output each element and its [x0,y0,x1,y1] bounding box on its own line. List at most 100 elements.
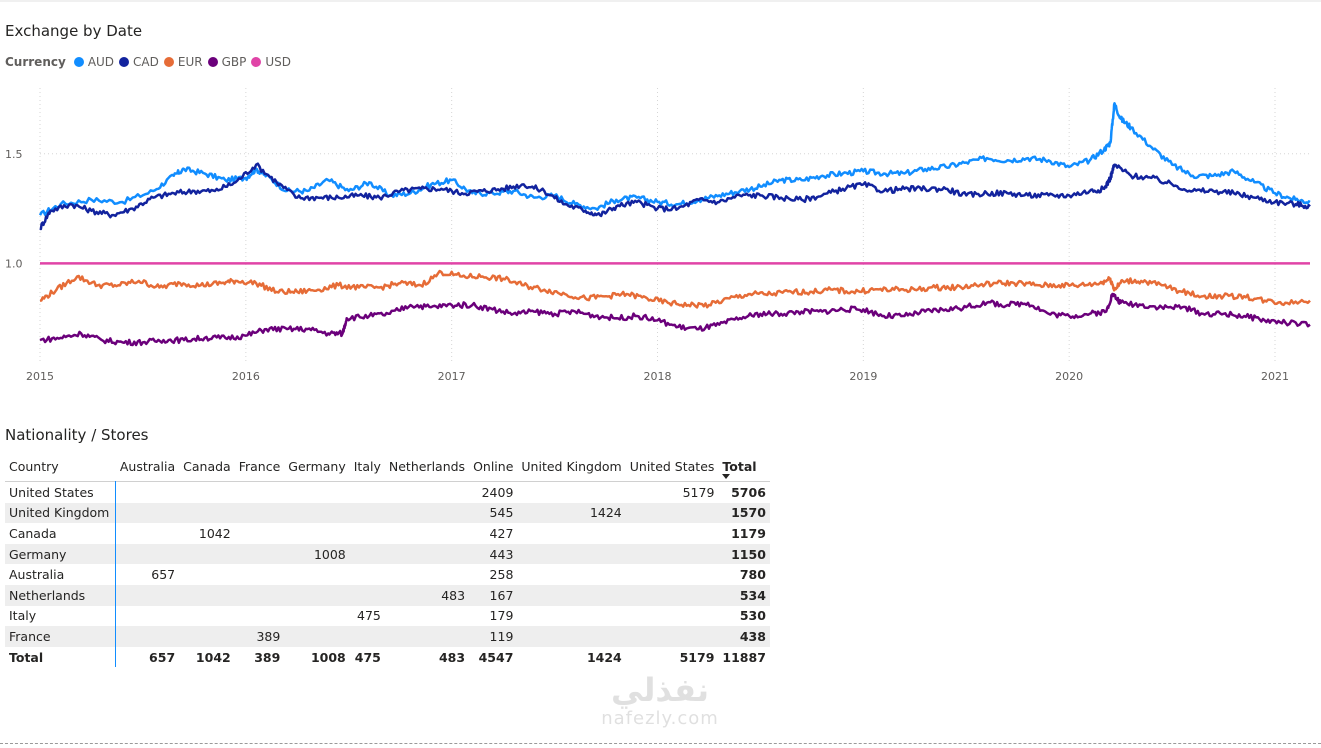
legend-dot-icon [119,57,130,67]
column-header[interactable]: United Kingdom [521,459,622,474]
value-cell: 657 [149,649,176,665]
y-tick-label: 1.5 [5,148,23,161]
row-total-cell: 780 [739,567,766,583]
value-cell [116,585,179,606]
value-cell [179,482,235,503]
value-cell: 1008 [310,649,346,665]
row-header: United States [5,481,117,503]
row-total-cell: 438 [739,628,766,644]
column-header[interactable]: Canada [183,459,231,474]
value-cell [517,482,625,503]
legend-item-cad[interactable]: CAD [119,55,159,69]
value-cell [235,523,285,544]
value-cell [284,564,349,585]
value-cell [284,606,349,627]
row-total-cell: 1150 [731,546,766,562]
value-cell: 1008 [313,546,346,562]
table-row: Canada 1042 427 1179 [5,523,770,544]
legend-label: AUD [87,55,115,69]
chart-legend: Currency AUD CAD EUR GBP USD [5,55,296,69]
value-cell [235,482,285,503]
series-line-aud [38,102,1311,216]
value-cell [350,503,385,524]
value-cell [179,544,235,565]
value-cell: 389 [256,628,281,644]
column-header[interactable]: United States [629,459,715,474]
column-header[interactable]: France [238,459,281,474]
value-cell [235,585,285,606]
legend-item-eur[interactable]: EUR [163,55,203,69]
value-cell [517,626,625,647]
value-cell: 389 [254,649,281,665]
row-header: Italy [5,605,117,627]
value-cell: 5179 [682,484,715,500]
table-row: Italy 475 179 530 [5,605,770,627]
value-cell: 1424 [586,649,622,665]
legend-item-gbp[interactable]: GBP [207,55,246,69]
value-cell [116,606,179,627]
watermark-latin: nafezly.com [601,708,719,729]
value-cell: 4547 [478,649,514,665]
row-header: Netherlands [5,584,117,606]
column-header[interactable]: Netherlands [388,459,466,474]
value-cell [284,482,349,503]
value-cell: 1424 [589,505,622,521]
column-header[interactable]: Australia [119,459,176,474]
value-cell [235,503,285,524]
series-line-gbp [39,292,1311,347]
value-cell [350,626,385,647]
value-cell [626,606,719,627]
legend-item-usd[interactable]: USD [251,55,291,69]
watermark-arabic: نفذلي [611,671,709,709]
sort-descending-icon[interactable] [722,474,731,479]
exchange-line-chart: 2015 2016 2017 2018 2019 2020 2021 1.0 1.5 [5,88,1311,383]
table-row: United Kingdom 545 1424 1570 [5,502,770,524]
table-row: Netherlands 483 167 534 [5,584,770,606]
row-total-cell: 1570 [731,505,766,521]
value-cell [116,523,179,544]
value-cell: 167 [489,587,514,603]
value-cell [385,544,469,565]
legend-title: Currency [5,55,66,69]
matrix-corner-header[interactable]: Country [9,459,59,474]
value-cell [179,564,235,585]
column-header[interactable]: Italy [353,459,381,474]
value-cell [626,544,719,565]
value-cell: 483 [441,587,466,603]
series-line-cad [39,162,1311,231]
row-total-cell: 530 [739,608,766,624]
value-cell: 258 [489,567,514,583]
value-cell: 119 [489,628,514,644]
row-total-cell: 11887 [722,649,766,665]
legend-label: USD [265,55,291,69]
series-line-eur [39,269,1311,309]
legend-label: CAD [133,55,159,69]
x-tick-label: 2020 [1055,370,1083,383]
nationality-stores-matrix: Country Australia Canada France Germany Italy… [5,452,770,668]
column-header[interactable]: Online [473,459,514,474]
value-cell: 427 [489,525,514,541]
column-header[interactable]: Total [718,452,770,482]
row-header: Total [5,646,117,668]
table-title: Nationality / Stores [5,426,149,444]
column-header[interactable]: Germany [288,459,346,474]
value-cell [235,544,285,565]
value-cell [116,544,179,565]
value-cell: 1042 [198,525,231,541]
legend-dot-icon [207,57,218,67]
bottom-border [0,743,1321,744]
value-cell [626,564,719,585]
value-cell [626,503,719,524]
legend-item-aud[interactable]: AUD [73,55,115,69]
value-cell: 475 [354,649,381,665]
top-border [0,0,1321,2]
value-cell [235,564,285,585]
row-total-cell: 5706 [731,484,766,500]
value-cell [116,626,179,647]
matrix-header-row: Country Australia Canada France Germany Italy… [5,452,770,482]
value-cell [350,523,385,544]
value-cell [350,482,385,503]
value-cell: 179 [489,608,514,624]
x-tick-label: 2021 [1261,370,1289,383]
x-tick-label: 2015 [26,370,54,383]
